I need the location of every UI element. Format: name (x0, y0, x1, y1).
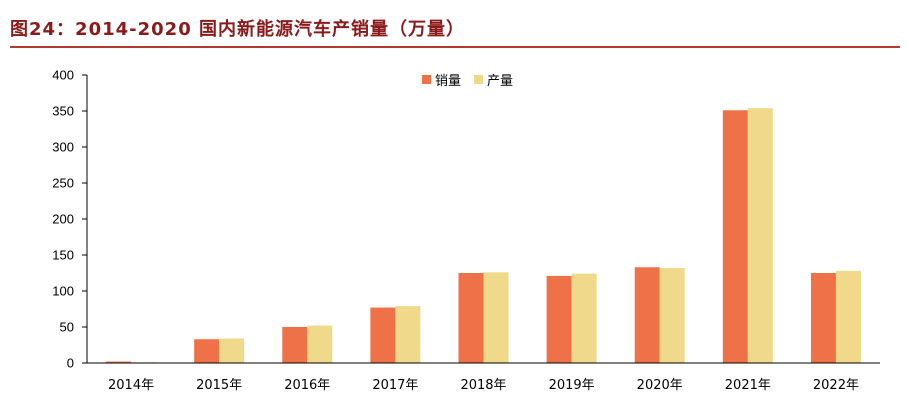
y-tick-label: 350 (52, 104, 74, 119)
legend: 销量 产量 (422, 74, 513, 89)
legend-swatch-production (474, 75, 483, 84)
plot-area: 0 50 100 150 200 250 300 350 400 2014年 2015年 2016年 2… (52, 68, 880, 393)
bar-production (747, 108, 773, 364)
y-tick-label: 100 (52, 284, 74, 299)
y-tick-label: 300 (52, 140, 74, 155)
bar-production (307, 325, 333, 363)
title-divider (10, 46, 900, 48)
bar-sales (722, 110, 748, 363)
bar-sales (282, 327, 308, 363)
x-tick-label: 2017年 (372, 378, 418, 393)
bar-sales (370, 307, 396, 363)
legend-label: 销量 (435, 74, 461, 89)
bar-sales (546, 275, 572, 363)
bar-production (395, 306, 421, 363)
y-tick-label: 250 (52, 176, 74, 191)
bar-sales (634, 267, 660, 363)
y-tick-label: 150 (52, 248, 74, 263)
bar-sales (194, 339, 220, 363)
legend-swatch-sales (422, 75, 431, 84)
figure-title: 图24：2014-2020 国内新能源汽车产销量（万量） (10, 19, 465, 40)
y-tick-label: 50 (60, 320, 74, 335)
bar-production (659, 267, 685, 363)
bar-production (483, 272, 509, 363)
bar-production (835, 270, 861, 363)
x-tick-label: 2022年 (813, 378, 859, 393)
x-tick-label: 2019年 (549, 378, 595, 393)
y-tick-label: 0 (67, 356, 74, 371)
x-tick-label: 2014年 (108, 378, 154, 393)
x-tick-label: 2018年 (460, 378, 506, 393)
bar-sales (106, 361, 132, 363)
x-tick-label: 2021年 (725, 378, 771, 393)
bar-sales (810, 273, 836, 363)
y-tick-label: 200 (52, 212, 74, 227)
x-tick-label: 2016年 (284, 378, 330, 393)
legend-label: 产量 (487, 74, 513, 89)
bar-production (219, 338, 245, 363)
bar-sales (458, 273, 484, 363)
y-tick-label: 400 (52, 68, 74, 83)
x-tick-label: 2020年 (637, 378, 683, 393)
x-tick-label: 2015年 (196, 378, 242, 393)
bar-production (571, 273, 597, 363)
